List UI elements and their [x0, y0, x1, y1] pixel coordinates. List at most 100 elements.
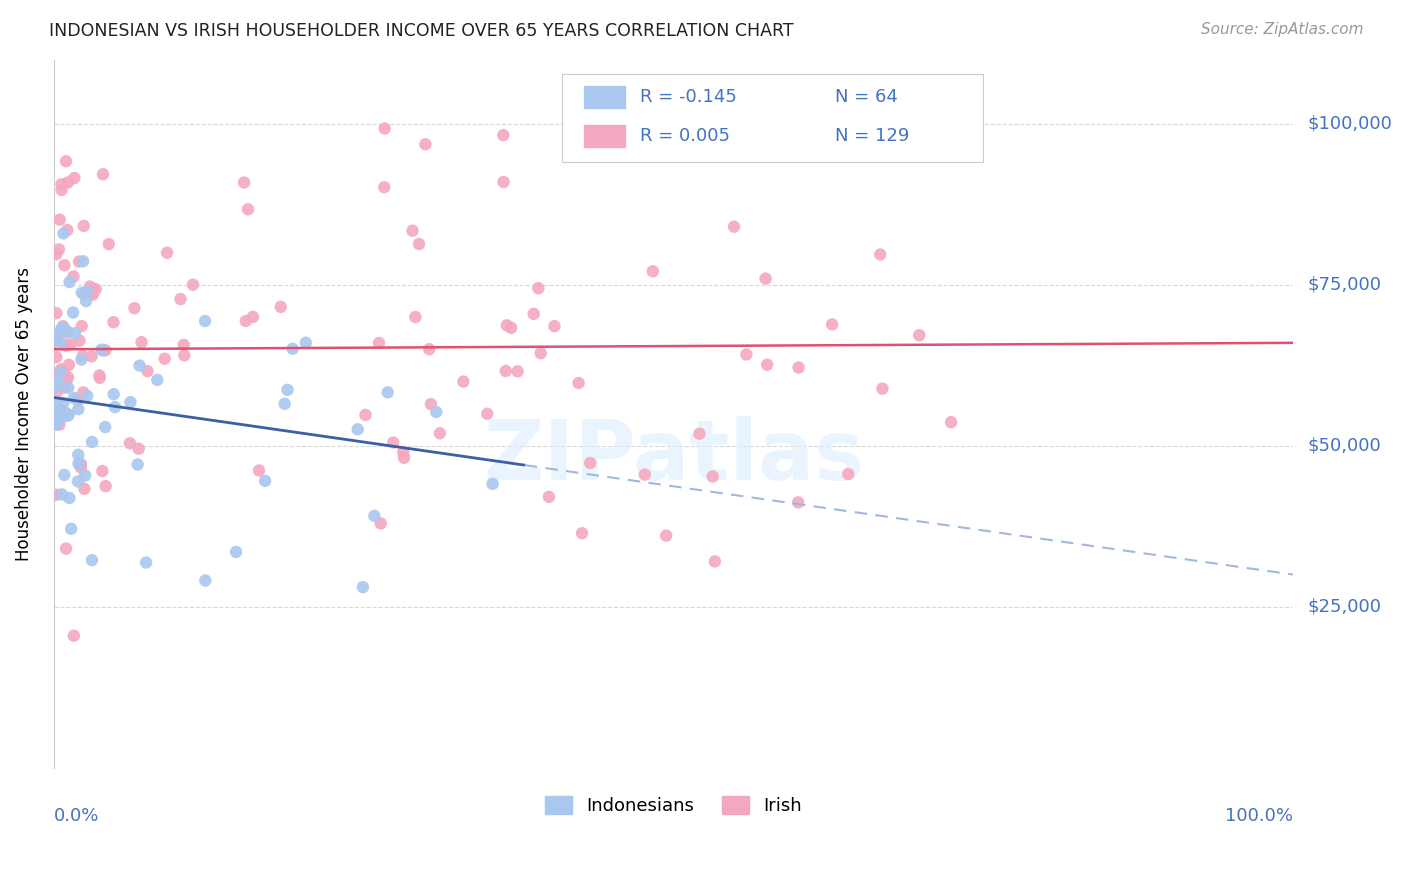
Point [56, 372, 79, 386]
Point [242, 310, 264, 324]
Point [73, 482, 96, 496]
Point [236, 202, 259, 217]
Point [169, 292, 191, 306]
FancyBboxPatch shape [583, 86, 626, 109]
Point [79, 279, 101, 293]
Point [72, 385, 94, 400]
Point [425, 405, 447, 419]
Point [59, 337, 82, 351]
Point [273, 397, 295, 411]
Point [55, 541, 77, 556]
Point [49, 366, 72, 380]
Point [76, 285, 98, 299]
Point [53, 467, 76, 482]
Point [91, 343, 114, 358]
Point [72, 254, 94, 268]
Point [49, 335, 72, 350]
Point [91, 464, 114, 478]
FancyBboxPatch shape [583, 124, 626, 148]
Point [67, 254, 90, 268]
Point [382, 435, 405, 450]
Point [146, 373, 169, 387]
Point [58, 358, 80, 372]
Point [48, 243, 70, 257]
Point [76, 389, 98, 403]
Point [571, 526, 593, 541]
Point [90, 343, 112, 357]
Point [62, 305, 84, 319]
Point [173, 338, 195, 352]
Point [82, 282, 104, 296]
Point [63, 629, 86, 643]
Point [821, 318, 844, 332]
Point [49, 404, 72, 418]
Point [45, 350, 67, 364]
Point [94, 479, 117, 493]
Point [49, 365, 72, 379]
Point [537, 490, 560, 504]
Point [247, 463, 270, 477]
Point [66, 393, 89, 408]
Point [56, 176, 79, 190]
Point [118, 436, 141, 450]
Point [46, 376, 69, 390]
Text: 100.0%: 100.0% [1225, 806, 1294, 824]
Point [368, 336, 391, 351]
Point [641, 264, 664, 278]
Point [45, 488, 67, 502]
Point [752, 94, 775, 108]
Point [56, 370, 79, 384]
Point [63, 171, 86, 186]
Point [55, 154, 77, 169]
Point [453, 375, 475, 389]
Point [52, 319, 75, 334]
Text: $25,000: $25,000 [1308, 598, 1382, 615]
Point [55, 406, 77, 420]
Point [418, 342, 440, 356]
Point [45, 331, 67, 345]
Point [73, 287, 96, 301]
Point [128, 442, 150, 456]
Point [80, 350, 103, 364]
Point [66, 475, 89, 489]
Point [56, 326, 79, 340]
Point [377, 385, 399, 400]
Point [51, 320, 73, 334]
Point [688, 426, 710, 441]
Point [67, 402, 90, 417]
Point [495, 318, 517, 333]
Point [58, 491, 80, 505]
Point [45, 368, 67, 382]
Y-axis label: Householder Income Over 65 years: Householder Income Over 65 years [15, 267, 32, 561]
Point [153, 351, 176, 366]
Point [89, 371, 111, 385]
Point [354, 408, 377, 422]
Point [702, 469, 724, 483]
Point [703, 554, 725, 568]
Point [51, 178, 73, 192]
Point [45, 417, 67, 432]
Point [127, 458, 149, 472]
Point [45, 416, 67, 430]
Point [181, 277, 204, 292]
Point [523, 307, 546, 321]
Point [294, 335, 316, 350]
Point [103, 315, 125, 329]
Point [62, 269, 84, 284]
Point [408, 237, 430, 252]
Point [136, 364, 159, 378]
Point [97, 237, 120, 252]
Point [82, 287, 104, 301]
Point [73, 219, 96, 233]
Point [723, 219, 745, 234]
Point [235, 314, 257, 328]
Point [492, 128, 515, 143]
Point [131, 335, 153, 350]
Point [56, 324, 79, 338]
Point [51, 410, 73, 425]
Point [392, 445, 415, 459]
Point [84, 282, 107, 296]
Point [363, 508, 385, 523]
Point [128, 359, 150, 373]
Point [501, 321, 523, 335]
